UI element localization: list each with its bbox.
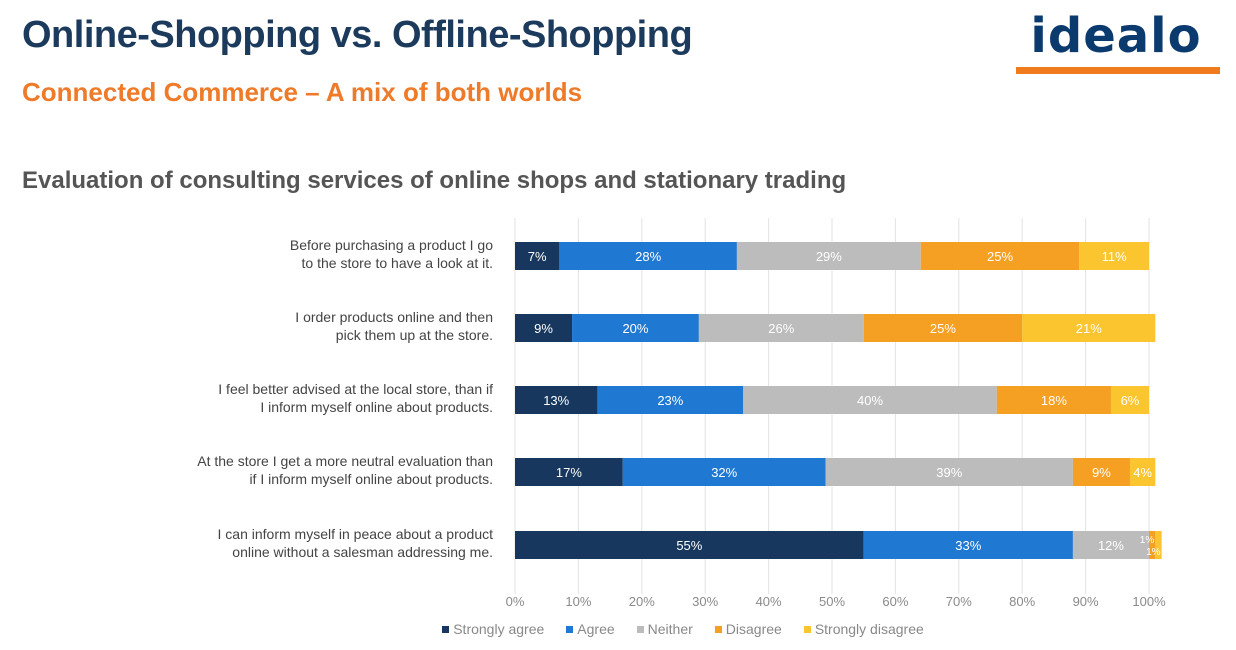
x-tick-label: 40% — [756, 594, 782, 609]
bar-segment — [743, 386, 997, 414]
category-label: I inform myself online about products. — [260, 399, 493, 415]
legend-swatch — [566, 625, 574, 633]
category-label: if I inform myself online about products… — [249, 471, 493, 487]
data-label: 7% — [528, 249, 547, 264]
data-label: 1% — [1140, 535, 1155, 546]
bar-segment — [559, 242, 737, 270]
chart-legend: Strongly agree Agree Neither Disagree Strong… — [0, 621, 1236, 637]
data-label: 29% — [816, 249, 842, 264]
bar-segment — [863, 314, 1023, 342]
x-tick-label: 60% — [882, 594, 908, 609]
bar-segment — [1079, 242, 1149, 270]
legend-swatch — [636, 625, 644, 633]
category-label: I order products online and then — [295, 309, 493, 325]
data-label: 23% — [657, 393, 683, 408]
data-label: 1% — [1146, 547, 1161, 558]
legend-label: Agree — [577, 621, 615, 637]
idealo-logo: idealo — [1012, 8, 1220, 78]
logo-text: idealo — [1030, 8, 1202, 64]
page-title: Online-Shopping vs. Offline-Shopping — [22, 14, 693, 56]
bar-segment — [1129, 458, 1156, 486]
bar-segment — [1072, 458, 1130, 486]
bar-segment — [1155, 531, 1162, 559]
data-label: 39% — [936, 465, 962, 480]
bar-segment — [1072, 531, 1149, 559]
data-label: 18% — [1041, 393, 1067, 408]
bar-segment — [597, 386, 744, 414]
data-label: 25% — [930, 321, 956, 336]
category-label: Before purchasing a product I go — [290, 237, 493, 253]
bar-segment — [996, 386, 1111, 414]
bar-segment — [572, 314, 699, 342]
data-label: 4% — [1133, 465, 1152, 480]
data-label: 25% — [987, 249, 1013, 264]
page-subtitle: Connected Commerce – A mix of both world… — [22, 77, 583, 107]
legend-swatch — [714, 625, 722, 633]
x-tick-label: 90% — [1073, 594, 1099, 609]
data-label: 6% — [1121, 393, 1140, 408]
x-tick-label: 20% — [629, 594, 655, 609]
bar-segment — [825, 458, 1073, 486]
legend-item: Agree — [566, 621, 615, 637]
category-label: pick them up at the store. — [336, 327, 493, 343]
data-label: 11% — [1102, 249, 1127, 264]
category-label: At the store I get a more neutral evalua… — [197, 453, 493, 469]
bar-segment — [736, 242, 921, 270]
bar-segment — [515, 242, 560, 270]
data-label: 32% — [711, 465, 737, 480]
legend-label: Strongly agree — [453, 621, 545, 637]
chart-title: Evaluation of consulting services of onl… — [22, 167, 847, 194]
category-label: online without a salesman addressing me. — [232, 544, 493, 560]
logo-underline — [1016, 67, 1220, 74]
data-label: 20% — [622, 321, 648, 336]
legend-item: Strongly disagree — [803, 621, 924, 637]
bar-segment — [515, 314, 573, 342]
x-tick-label: 30% — [692, 594, 718, 609]
data-label: 21% — [1076, 321, 1102, 336]
legend-item: Strongly agree — [442, 621, 544, 637]
data-label: 40% — [857, 393, 883, 408]
x-tick-label: 0% — [506, 594, 525, 609]
legend-item: Disagree — [714, 621, 782, 637]
bar-segment — [1149, 531, 1156, 559]
bar-segment — [920, 242, 1080, 270]
data-label: 26% — [768, 321, 794, 336]
x-tick-label: 50% — [819, 594, 845, 609]
bar-segment — [863, 531, 1073, 559]
bar-segment — [515, 458, 623, 486]
data-label: 17% — [556, 465, 582, 480]
category-label: to the store to have a look at it. — [302, 255, 493, 271]
data-label: 33% — [955, 538, 981, 553]
data-label: 12% — [1098, 538, 1124, 553]
legend-label: Strongly disagree — [814, 621, 924, 637]
legend-item: Neither — [636, 621, 693, 637]
bar-segment — [698, 314, 864, 342]
data-label: 9% — [534, 321, 553, 336]
category-label: I feel better advised at the local store… — [218, 381, 493, 397]
legend-label: Neither — [647, 621, 693, 637]
legend-swatch — [442, 625, 450, 633]
legend-swatch — [803, 625, 811, 633]
data-label: 55% — [676, 538, 702, 553]
legend-label: Disagree — [725, 621, 782, 637]
data-label: 13% — [543, 393, 569, 408]
x-tick-label: 100% — [1132, 594, 1166, 609]
bar-segment — [515, 386, 598, 414]
data-label: 9% — [1092, 465, 1111, 480]
bar-segment — [1110, 386, 1149, 414]
bar-segment — [622, 458, 826, 486]
x-tick-label: 10% — [565, 594, 591, 609]
bar-segment — [515, 531, 864, 559]
data-label: 28% — [635, 249, 661, 264]
bar-segment — [1022, 314, 1156, 342]
x-tick-label: 80% — [1009, 594, 1035, 609]
x-tick-label: 70% — [946, 594, 972, 609]
category-label: I can inform myself in peace about a pro… — [218, 526, 494, 542]
